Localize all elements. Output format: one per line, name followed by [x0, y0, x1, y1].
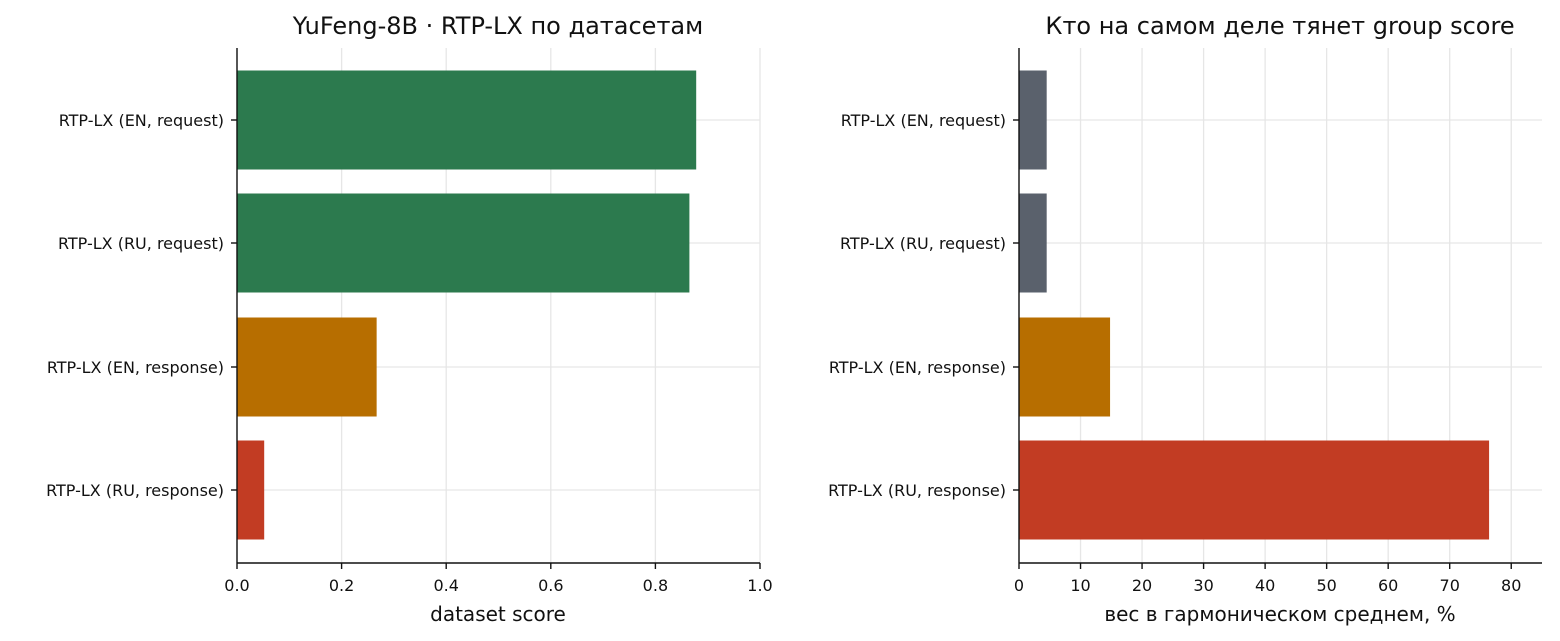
bar: [237, 193, 690, 293]
x-tick-label: 0.2: [329, 576, 354, 595]
chart-title: YuFeng-8B · RTP-LX по датасетам: [292, 12, 703, 40]
x-tick-label: 0: [1014, 576, 1024, 595]
x-tick-label: 20: [1132, 576, 1152, 595]
x-tick-label: 50: [1316, 576, 1336, 595]
bar: [1019, 440, 1490, 540]
x-tick-label: 40: [1255, 576, 1275, 595]
chart-title: Кто на самом деле тянет group score: [1045, 12, 1514, 40]
category-label: RTP-LX (RU, response): [828, 481, 1006, 500]
bar: [1019, 317, 1111, 417]
bar: [237, 317, 377, 417]
category-label: RTP-LX (RU, request): [58, 234, 224, 253]
category-label: RTP-LX (EN, request): [841, 111, 1006, 130]
x-tick-label: 0.0: [224, 576, 249, 595]
x-tick-label: 70: [1440, 576, 1460, 595]
category-label: RTP-LX (RU, request): [840, 234, 1006, 253]
x-tick-label: 60: [1378, 576, 1398, 595]
dataset-score-chart: YuFeng-8B · RTP-LX по датасетам RTP-LX (…: [46, 12, 773, 626]
x-tick-label: 0.4: [433, 576, 458, 595]
x-axis-label: dataset score: [430, 602, 566, 626]
category-label: RTP-LX (EN, request): [59, 111, 224, 130]
x-tick-label: 10: [1070, 576, 1090, 595]
category-label: RTP-LX (EN, response): [47, 358, 224, 377]
x-tick-label: 0.8: [643, 576, 668, 595]
x-tick-label: 1.0: [747, 576, 772, 595]
x-tick-label: 30: [1193, 576, 1213, 595]
category-label: RTP-LX (EN, response): [829, 358, 1006, 377]
x-axis-label: вес в гармоническом среднем, %: [1104, 602, 1455, 626]
bar: [1019, 70, 1047, 170]
harmonic-weight-chart: Кто на самом деле тянет group score RTP-…: [828, 12, 1542, 626]
bar: [237, 70, 697, 170]
x-tick-label: 0.6: [538, 576, 563, 595]
category-label: RTP-LX (RU, response): [46, 481, 224, 500]
bar: [237, 440, 265, 540]
x-tick-label: 80: [1501, 576, 1521, 595]
bar: [1019, 193, 1047, 293]
